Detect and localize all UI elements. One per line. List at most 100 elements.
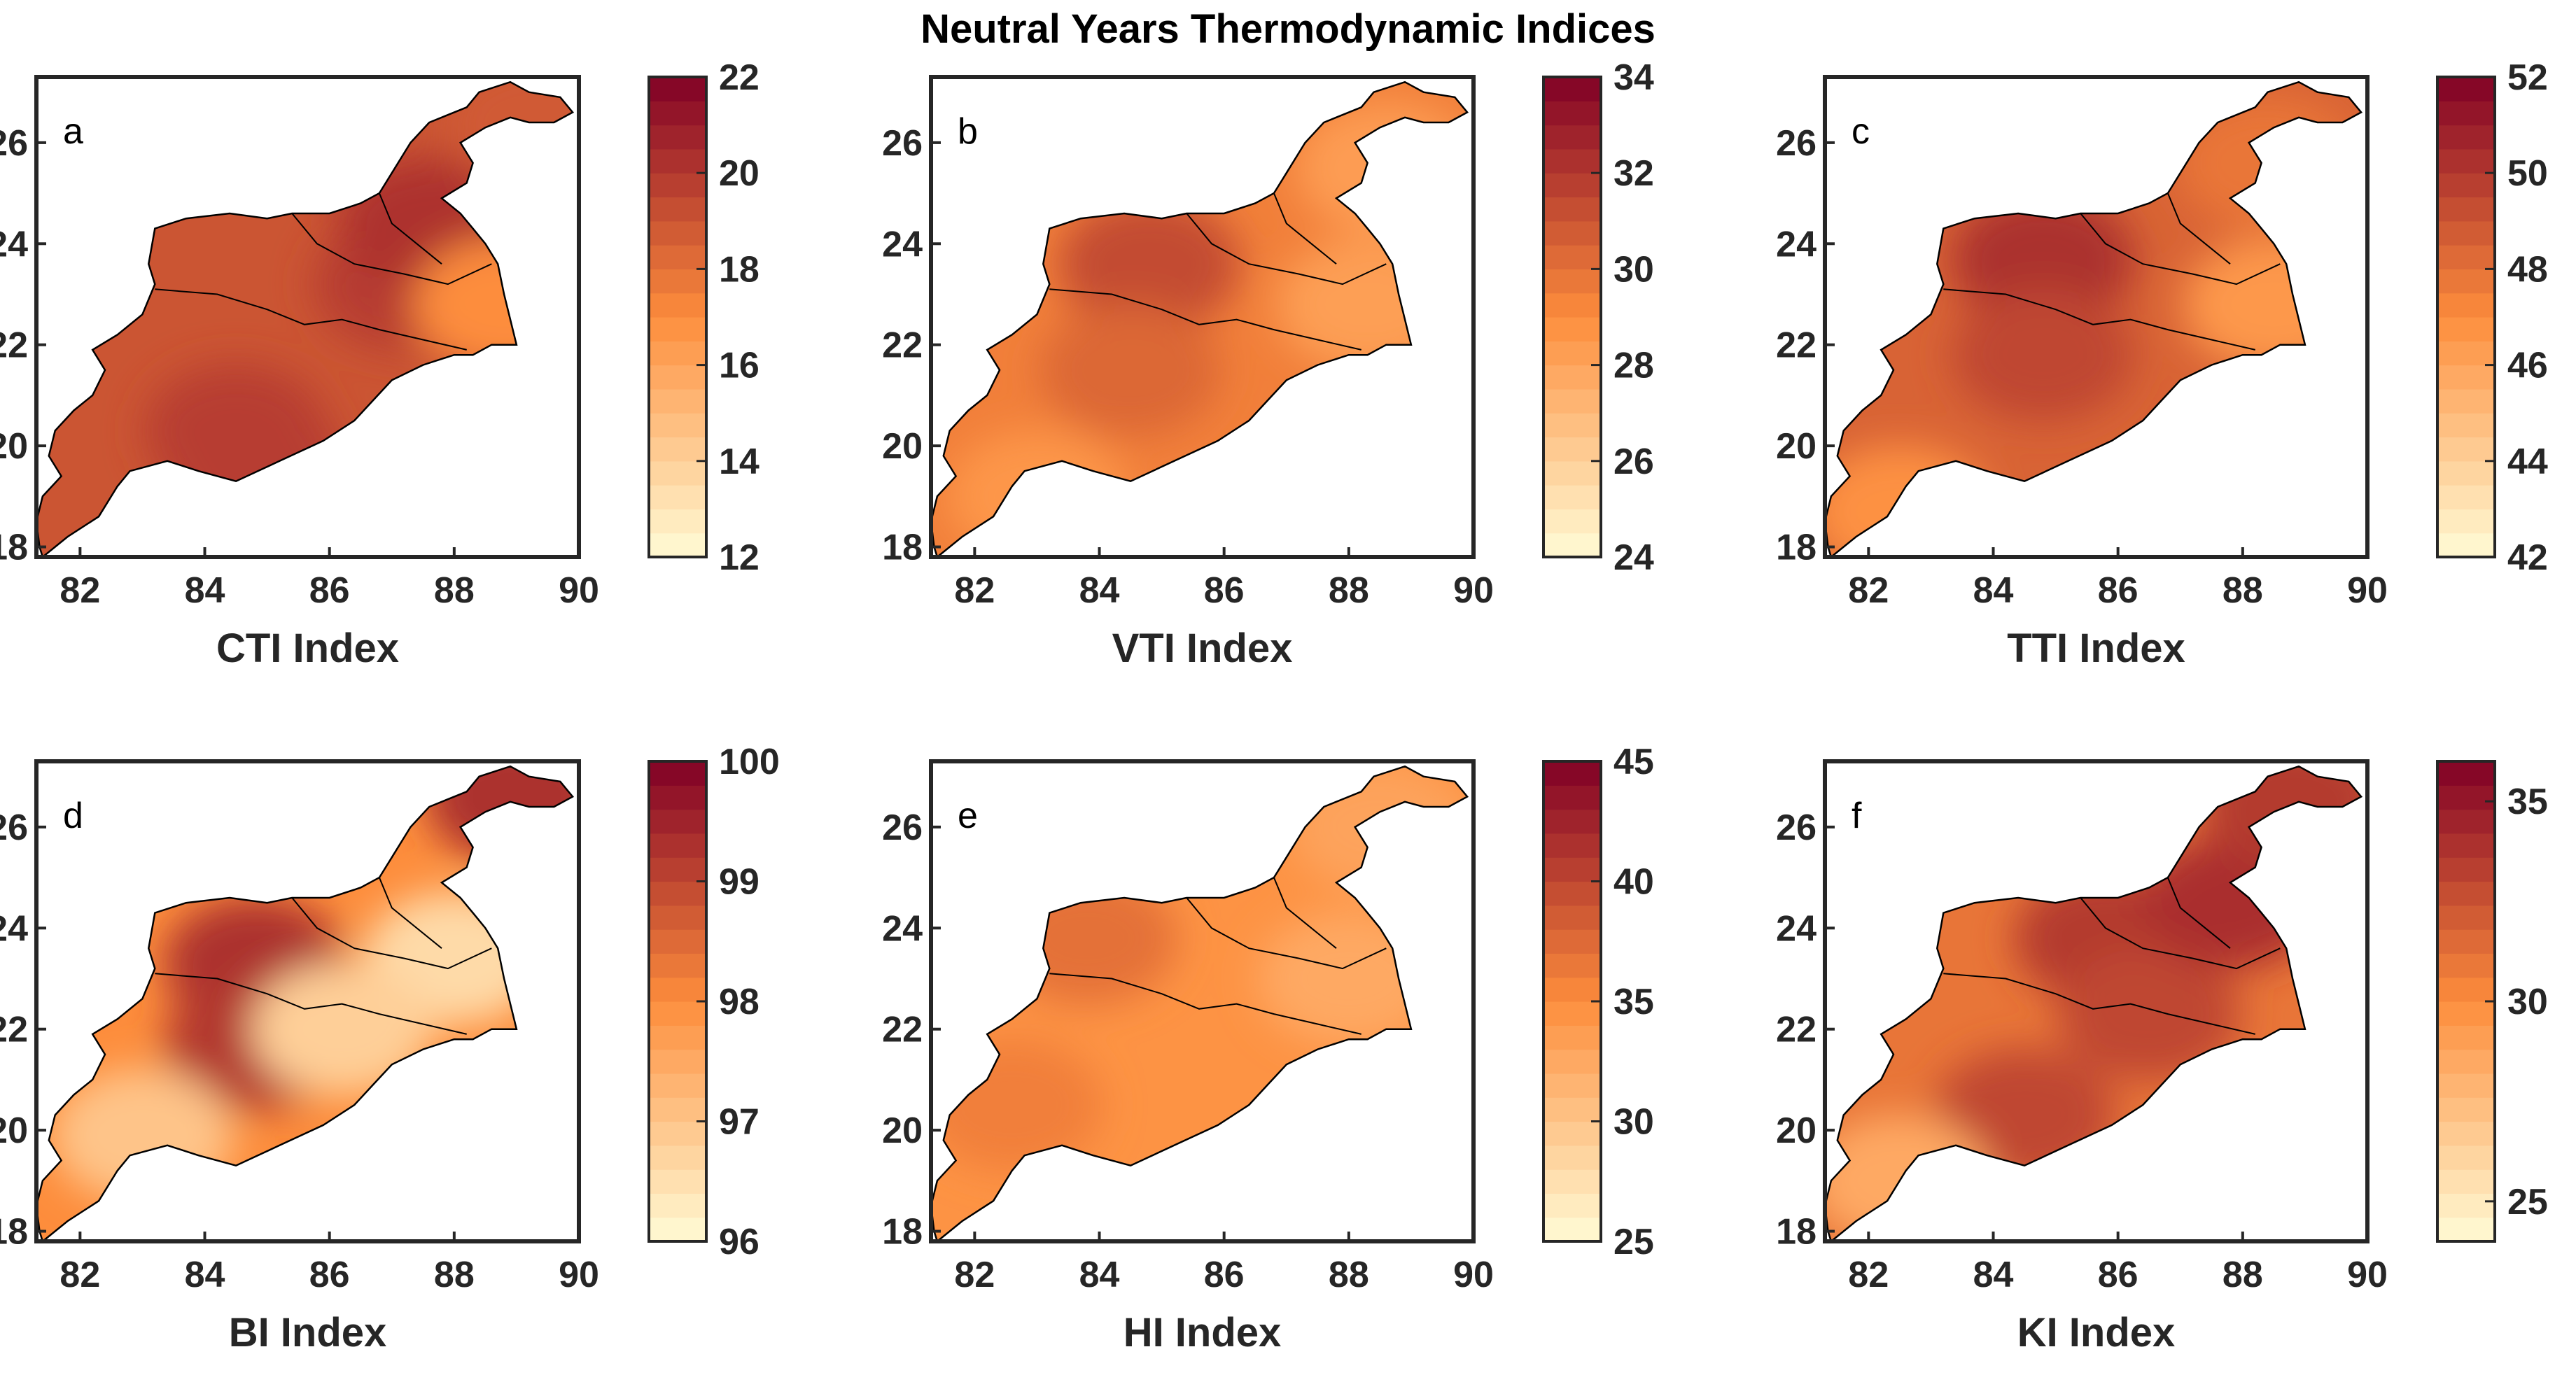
colorbar-tick-label: 18	[719, 249, 760, 290]
colorbar-step	[649, 905, 706, 930]
state-border	[1049, 288, 1362, 351]
x-tick-label: 84	[1079, 1255, 1120, 1295]
colorbar-step	[1544, 881, 1601, 906]
axes-frame	[34, 759, 581, 1243]
colorbar-step	[2437, 761, 2495, 786]
x-tick-label: 88	[2222, 1255, 2263, 1295]
axes: 82 84 86 88 90 18 20 22 24 26	[1776, 759, 2388, 1295]
x-axis-label: VTI Index	[1112, 626, 1293, 671]
y-tick-label: 20	[1776, 1110, 1816, 1151]
figure-title: Neutral Years Thermodynamic Indices	[920, 6, 1656, 52]
region-outline	[930, 80, 1469, 559]
colorbar-step	[1544, 1049, 1601, 1074]
colorbar-step	[2437, 197, 2495, 222]
x-tick-label: 88	[434, 570, 475, 611]
colorbar-step	[1544, 77, 1601, 101]
colorbar-step	[2437, 1169, 2495, 1194]
colorbar-step	[2437, 533, 2495, 558]
colorbar-step	[649, 785, 706, 810]
colorbar-step	[2437, 148, 2495, 174]
colorbar-step	[649, 761, 706, 786]
colorbar-step	[649, 413, 706, 438]
x-tick-label: 84	[185, 1255, 225, 1295]
colorbar-step	[649, 857, 706, 882]
axes: 82 84 86 88 90 18 20 22 24 26	[1776, 75, 2388, 611]
colorbar-step	[649, 1097, 706, 1122]
y-tick-label: 20	[0, 426, 28, 467]
x-tick-label: 86	[2098, 1255, 2138, 1295]
colorbar-tick-label: 20	[719, 153, 760, 194]
state-border	[1273, 877, 1337, 949]
region-outline	[1823, 765, 2363, 1243]
colorbar-tick-label: 46	[2507, 346, 2548, 386]
colorbar-step	[1544, 220, 1601, 246]
colorbar-frame	[648, 76, 708, 558]
y-tick-label: 24	[0, 908, 28, 949]
y-tick-label: 22	[882, 1010, 923, 1050]
colorbar-step	[649, 125, 706, 150]
region-northwest-plateau	[1952, 192, 2134, 325]
x-tick-label: 90	[559, 1255, 599, 1295]
colorbar-step	[649, 365, 706, 390]
region-outline	[35, 765, 575, 1243]
colorbar-step	[2437, 509, 2495, 534]
panel-letter: c	[1851, 111, 1870, 152]
y-tick-label: 24	[1776, 224, 1816, 265]
y-tick-label: 26	[1776, 123, 1816, 164]
colorbar-step	[2437, 833, 2495, 858]
colorbar-step	[649, 173, 706, 198]
axes-frame	[929, 75, 1476, 559]
x-tick-label: 82	[59, 570, 100, 611]
state-border	[2080, 213, 2281, 285]
colorbar-step	[649, 292, 706, 318]
state-border	[378, 192, 442, 265]
colorbar-step	[649, 509, 706, 534]
colorbar-step	[1544, 953, 1601, 978]
colorbar-step	[1544, 1121, 1601, 1146]
colorbar-step	[649, 1025, 706, 1050]
colorbar-step	[1544, 1097, 1601, 1122]
y-tick-label: 20	[0, 1110, 28, 1151]
colorbar-tick-label: 34	[1614, 57, 1654, 98]
colorbar-step	[649, 1001, 706, 1026]
colorbar-tick-label: 14	[719, 442, 760, 482]
map-area	[930, 80, 1469, 559]
colorbar-step	[1544, 1001, 1601, 1026]
y-tick-label: 18	[1776, 528, 1816, 568]
x-tick-label: 82	[1848, 1255, 1889, 1295]
colorbar-step	[1544, 533, 1601, 558]
x-tick-label: 86	[1204, 1255, 1245, 1295]
colorbar-step	[2437, 1217, 2495, 1242]
colorbar-step	[649, 1073, 706, 1098]
colorbar: 25 30 35 40 45	[1542, 742, 1654, 1262]
y-tick-label: 18	[882, 528, 923, 568]
colorbar-tick-label: 97	[719, 1102, 760, 1143]
x-tick-label: 84	[1973, 1255, 2014, 1295]
x-tick-label: 82	[954, 1255, 995, 1295]
x-tick-label: 90	[559, 570, 599, 611]
colorbar-step	[649, 245, 706, 269]
colorbar-step	[649, 1145, 706, 1170]
colorbar-step	[2437, 1049, 2495, 1074]
colorbar-step	[2437, 1121, 2495, 1146]
y-tick-label: 18	[0, 528, 28, 568]
colorbar-step	[1544, 341, 1601, 366]
state-border	[2080, 897, 2281, 970]
colorbar-step	[1544, 761, 1601, 786]
x-tick-label: 82	[1848, 570, 1889, 611]
state-border	[1943, 973, 2255, 1035]
state-border	[1186, 213, 1387, 285]
colorbar-tick-label: 30	[1614, 249, 1654, 290]
colorbar-step	[2437, 905, 2495, 930]
colorbar-step	[2437, 317, 2495, 341]
colorbar-step	[2437, 77, 2495, 101]
y-tick-label: 26	[0, 808, 28, 848]
colorbar-tick-label: 28	[1614, 346, 1654, 386]
colorbar-step	[649, 1217, 706, 1242]
region-center	[2058, 947, 2241, 1081]
colorbar-tick-label: 16	[719, 346, 760, 386]
x-tick-label: 90	[1453, 570, 1494, 611]
colorbar-step	[649, 148, 706, 174]
x-tick-label: 86	[2098, 570, 2138, 611]
